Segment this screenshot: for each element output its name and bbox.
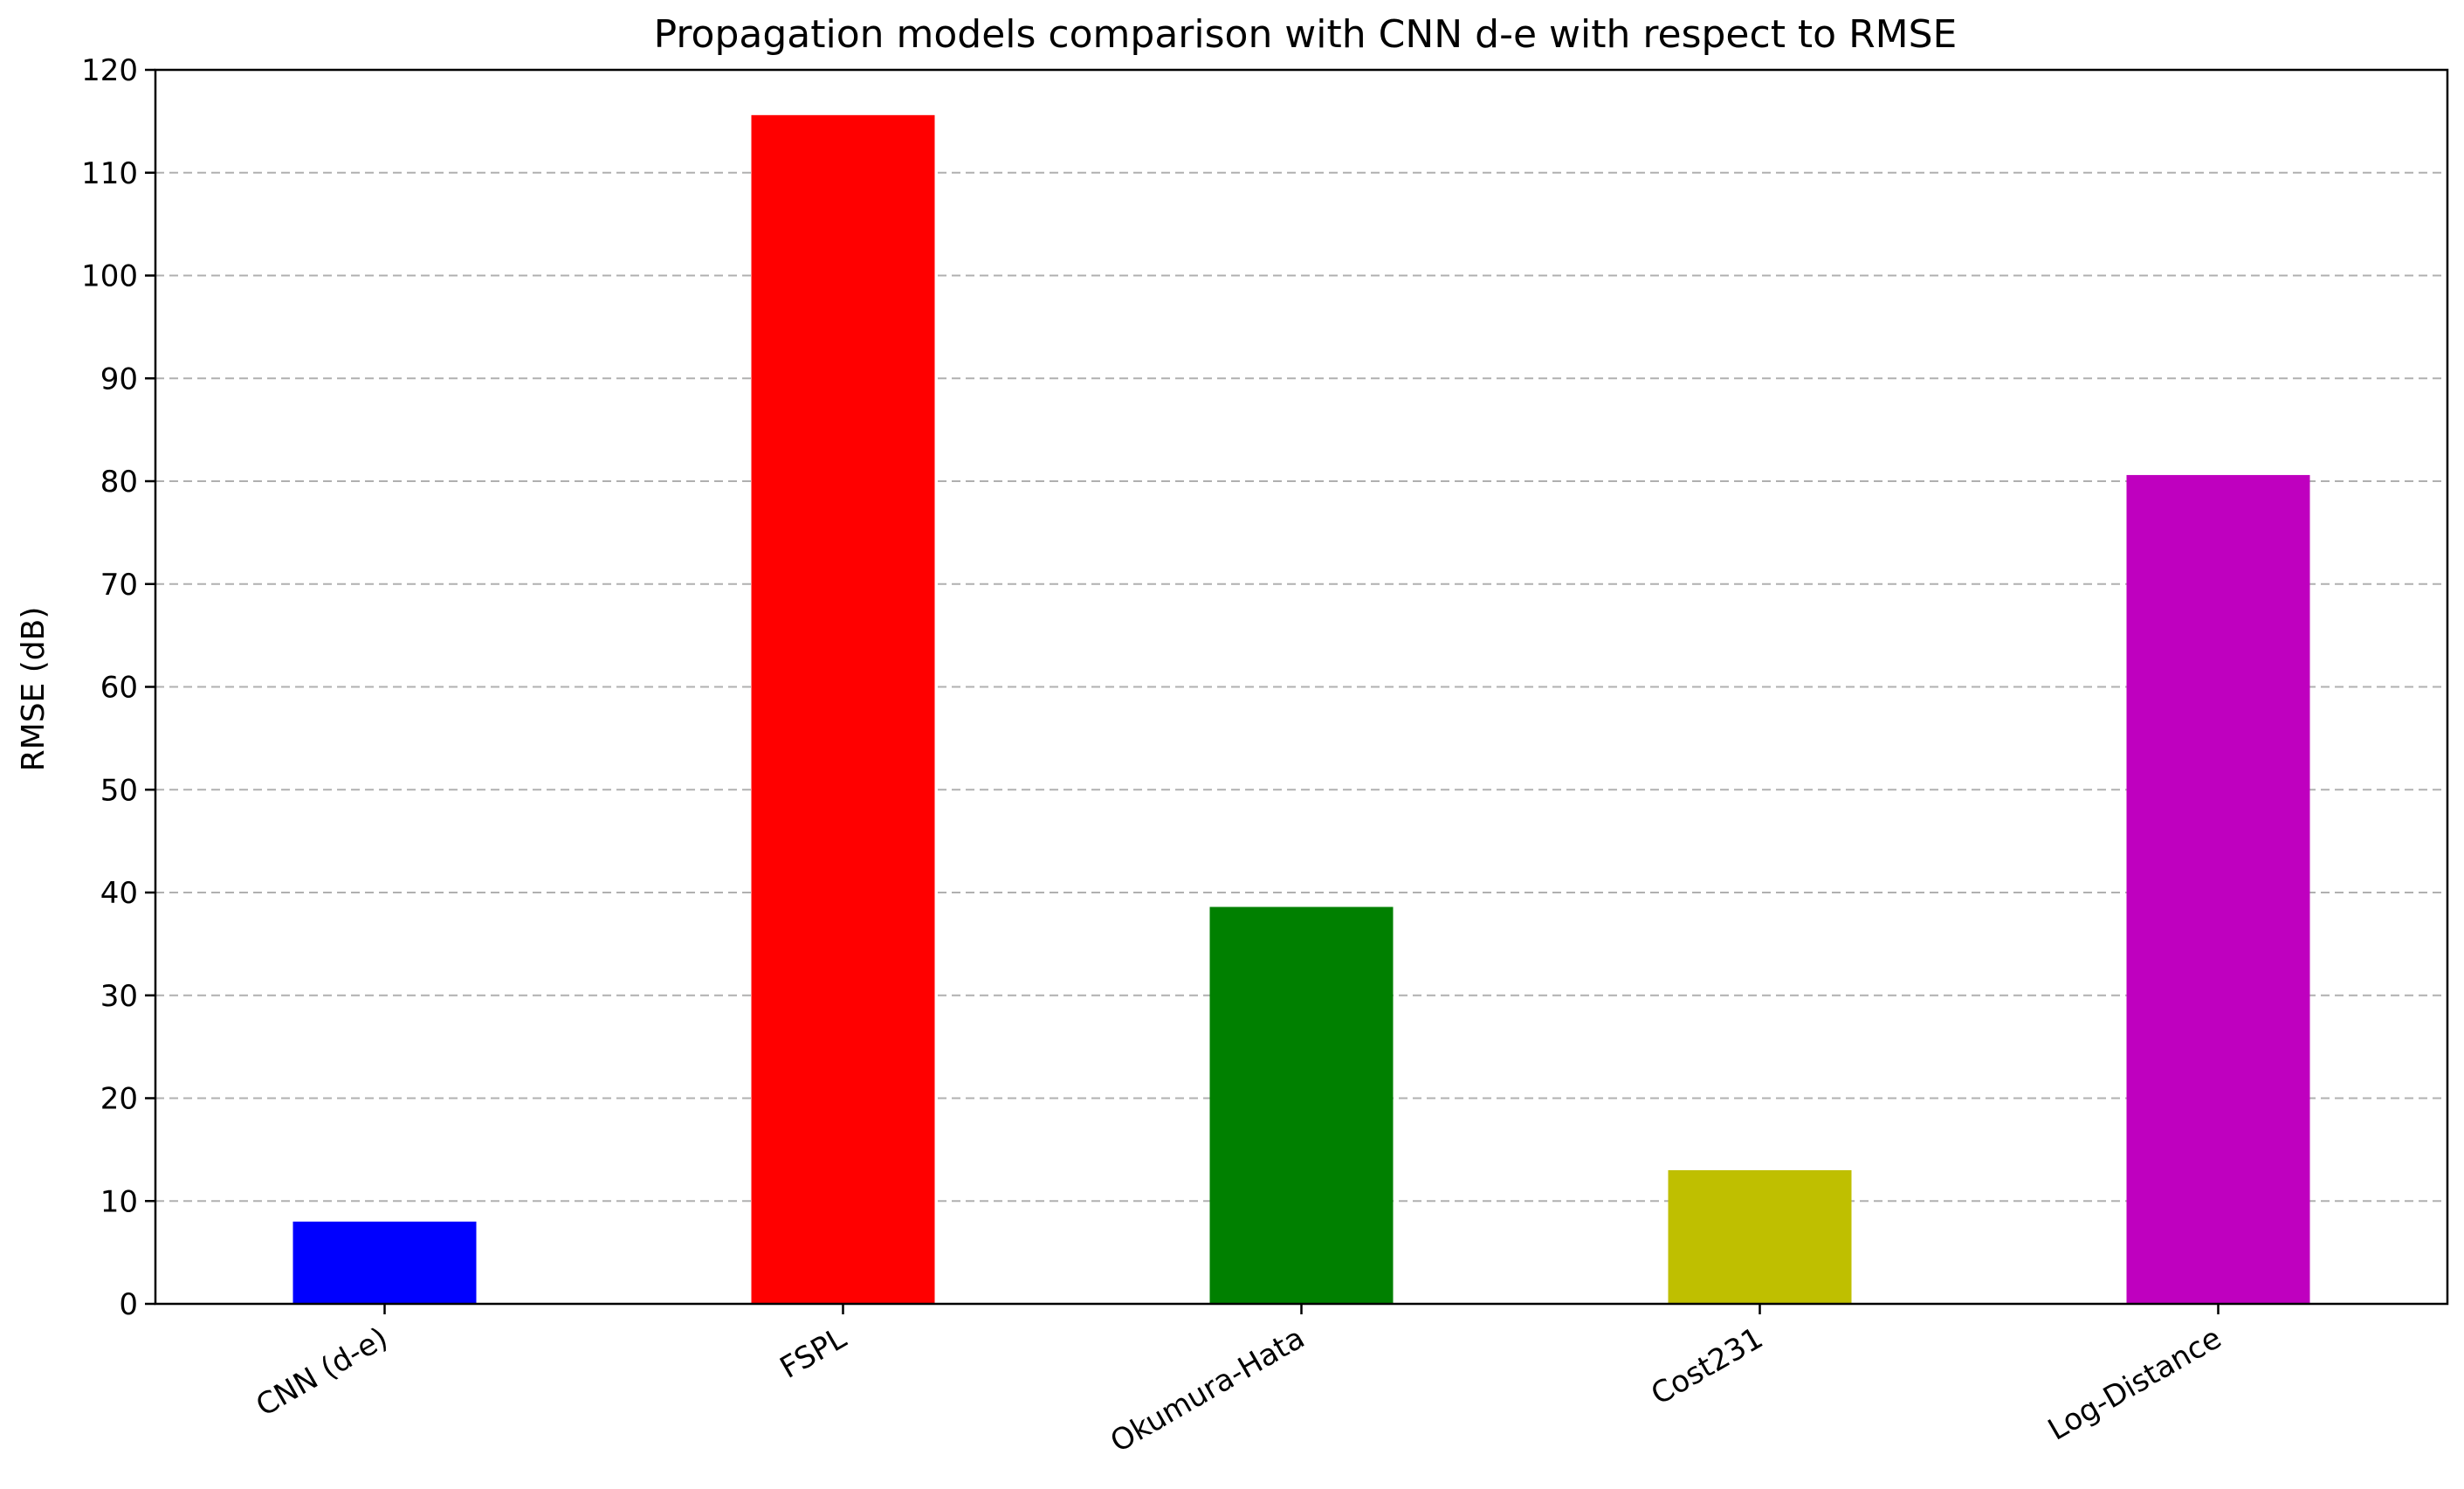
y-tick-label: 20 [100,1082,138,1117]
bar-log-distance [2126,474,2310,1304]
x-axis-ticks: CNN (d-e) FSPL Okumura-Hata Cost231 Log-Dist… [251,1304,2227,1459]
x-tick-label: CNN (d-e) [251,1320,394,1424]
y-tick-label: 50 [100,773,138,808]
x-tick-label: Log-Distance [2042,1320,2227,1447]
chart-title: Propagation models comparison with CNN d… [654,12,1958,57]
y-tick-label: 0 [119,1287,138,1322]
y-tick-label: 60 [100,671,138,706]
y-tick-label: 10 [100,1184,138,1219]
x-tick-label: FSPL [774,1320,852,1386]
y-tick-label: 40 [100,876,138,911]
x-tick-label: Okumura-Hata [1105,1320,1311,1459]
x-tick-label: Cost231 [1645,1320,1769,1412]
bar-cnn-d-e [293,1221,477,1304]
y-tick-label: 120 [81,53,138,88]
y-tick-label: 90 [100,362,138,396]
bar-cost231 [1668,1169,1852,1304]
y-axis-label: RMSE (dB) [16,607,52,772]
y-tick-label: 100 [81,259,138,294]
y-tick-label: 70 [100,568,138,603]
y-tick-label: 110 [81,156,138,191]
bars [293,114,2310,1304]
y-axis-ticks: 0 10 20 30 40 50 60 70 80 90 100 110 120 [81,53,155,1322]
y-tick-label: 80 [100,465,138,500]
y-tick-label: 30 [100,979,138,1014]
bar-fspl [751,114,935,1304]
bar-okumura-hata [1209,906,1394,1304]
